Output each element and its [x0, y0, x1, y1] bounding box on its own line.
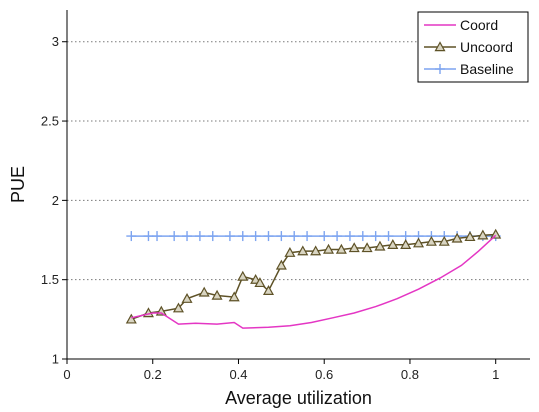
- marker-triangle: [425, 235, 437, 246]
- marker-triangle: [284, 246, 296, 257]
- marker-plus: [344, 231, 355, 242]
- legend: Coord Uncoord Baseline: [417, 11, 529, 83]
- marker-triangle: [477, 229, 489, 240]
- marker-plus: [207, 231, 218, 242]
- marker-triangle: [198, 286, 210, 297]
- y-tick-label: 1: [52, 352, 59, 367]
- marker-triangle: [125, 313, 137, 324]
- marker-triangle: [211, 289, 223, 300]
- legend-label: Uncoord: [460, 39, 513, 55]
- marker-plus: [276, 231, 287, 242]
- series-uncoord: [125, 228, 502, 324]
- marker-triangle: [275, 259, 287, 270]
- legend-label: Coord: [460, 17, 498, 33]
- series-line-coord: [131, 234, 497, 329]
- marker-plus: [302, 231, 313, 242]
- marker-triangle: [438, 235, 450, 246]
- marker-triangle: [490, 228, 502, 239]
- marker-plus: [182, 231, 193, 242]
- legend-entry-baseline: Baseline: [424, 61, 514, 77]
- marker-triangle: [237, 270, 249, 281]
- marker-plus: [289, 231, 300, 242]
- marker-plus: [194, 231, 205, 242]
- marker-triangle: [434, 41, 446, 52]
- marker-triangle: [228, 291, 240, 302]
- marker-plus: [237, 231, 248, 242]
- x-tick-label: 0: [63, 367, 70, 382]
- marker-triangle: [322, 243, 335, 254]
- marker-plus: [263, 231, 274, 242]
- marker-plus: [250, 231, 261, 242]
- marker-plus: [169, 231, 180, 242]
- axes: [62, 10, 530, 364]
- marker-plus: [370, 231, 381, 242]
- marker-triangle: [262, 285, 275, 295]
- plot-series: [125, 228, 502, 329]
- legend-entry-coord: Coord: [424, 17, 498, 33]
- legend-label: Baseline: [460, 61, 514, 77]
- marker-triangle: [400, 239, 412, 249]
- marker-plus: [357, 231, 368, 242]
- tick-labels: 1 1.5 2 2.5 3 0 0.2 0.4 0.6 0.8 1: [41, 34, 499, 382]
- series-coord: [131, 234, 497, 329]
- marker-triangle: [387, 239, 399, 249]
- y-tick-label: 2: [52, 193, 59, 208]
- marker-plus: [319, 231, 330, 242]
- marker-triangle: [297, 245, 309, 256]
- y-tick-label: 1.5: [41, 272, 59, 287]
- marker-triangle: [181, 292, 193, 303]
- marker-plus: [224, 231, 235, 242]
- marker-plus: [383, 231, 394, 242]
- marker-plus: [143, 231, 154, 242]
- x-tick-label: 0.8: [401, 367, 419, 382]
- marker-triangle: [361, 242, 373, 253]
- marker-plus: [152, 231, 163, 242]
- gridlines: [67, 41, 530, 281]
- marker-triangle: [374, 240, 386, 251]
- marker-triangle: [335, 243, 347, 254]
- marker-triangle: [172, 302, 184, 313]
- marker-plus: [435, 64, 445, 74]
- y-tick-label: 3: [52, 34, 59, 49]
- x-axis-label: Average utilization: [225, 388, 372, 408]
- y-axis-label: PUE: [8, 166, 28, 203]
- marker-triangle: [348, 242, 360, 253]
- marker-plus: [332, 231, 343, 242]
- marker-triangle: [413, 237, 425, 248]
- marker-triangle: [451, 232, 463, 243]
- marker-triangle: [464, 231, 476, 242]
- marker-triangle: [310, 245, 322, 256]
- x-tick-label: 0.6: [315, 367, 333, 382]
- legend-entry-uncoord: Uncoord: [424, 39, 513, 55]
- series-baseline: [126, 231, 501, 242]
- x-tick-label: 1: [492, 367, 499, 382]
- marker-plus: [126, 231, 137, 242]
- x-tick-label: 0.2: [144, 367, 162, 382]
- marker-triangle: [254, 277, 266, 288]
- y-tick-label: 2.5: [41, 114, 59, 129]
- x-tick-label: 0.4: [229, 367, 247, 382]
